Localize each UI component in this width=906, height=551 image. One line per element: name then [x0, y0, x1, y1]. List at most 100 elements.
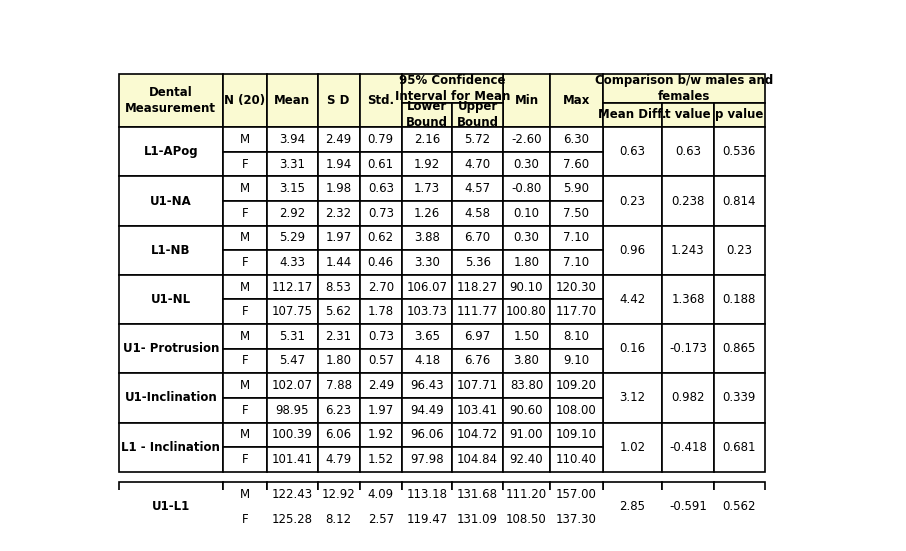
Bar: [503, 275, 550, 300]
Text: 5.72: 5.72: [465, 133, 491, 146]
Bar: [318, 447, 360, 472]
Bar: [267, 507, 318, 532]
Text: M: M: [240, 280, 250, 294]
Text: 1.97: 1.97: [368, 404, 394, 417]
Text: 1.94: 1.94: [325, 158, 352, 171]
Text: 106.07: 106.07: [407, 280, 448, 294]
Bar: [503, 74, 550, 127]
Bar: [550, 152, 602, 176]
Text: Comparison b/w males and
females: Comparison b/w males and females: [594, 74, 773, 102]
Text: 2.32: 2.32: [325, 207, 352, 220]
Bar: [503, 398, 550, 423]
Bar: [602, 373, 662, 423]
Text: 102.07: 102.07: [272, 379, 313, 392]
Text: 131.68: 131.68: [458, 488, 498, 501]
Text: F: F: [242, 207, 248, 220]
Bar: [318, 201, 360, 226]
Bar: [223, 201, 267, 226]
Text: 94.49: 94.49: [410, 404, 444, 417]
Text: 2.49: 2.49: [325, 133, 352, 146]
Bar: [223, 447, 267, 472]
Text: 2.92: 2.92: [279, 207, 305, 220]
Bar: [662, 176, 714, 226]
Bar: [267, 152, 318, 176]
Bar: [452, 482, 503, 507]
Text: 0.63: 0.63: [675, 145, 701, 158]
Text: 0.62: 0.62: [368, 231, 394, 245]
Text: 100.39: 100.39: [272, 428, 313, 441]
Bar: [402, 152, 452, 176]
Text: 0.562: 0.562: [722, 500, 756, 514]
Text: 7.50: 7.50: [564, 207, 589, 220]
Bar: [223, 507, 267, 532]
Bar: [267, 349, 318, 373]
Text: -0.418: -0.418: [669, 441, 707, 453]
Bar: [550, 127, 602, 152]
Bar: [267, 482, 318, 507]
Bar: [452, 349, 503, 373]
Bar: [223, 152, 267, 176]
Bar: [452, 152, 503, 176]
Text: 2.70: 2.70: [368, 280, 394, 294]
Text: F: F: [242, 354, 248, 368]
Bar: [602, 423, 662, 472]
Bar: [223, 482, 267, 507]
Bar: [267, 74, 318, 127]
Bar: [360, 482, 402, 507]
Text: 7.60: 7.60: [564, 158, 590, 171]
Bar: [119, 482, 223, 532]
Text: M: M: [240, 182, 250, 195]
Text: 4.58: 4.58: [465, 207, 491, 220]
Text: 97.98: 97.98: [410, 453, 444, 466]
Bar: [267, 324, 318, 349]
Bar: [452, 423, 503, 447]
Bar: [602, 176, 662, 226]
Bar: [119, 74, 223, 127]
Text: U1-NA: U1-NA: [150, 195, 192, 208]
Text: F: F: [242, 158, 248, 171]
Text: 2.16: 2.16: [414, 133, 440, 146]
Text: 122.43: 122.43: [272, 488, 313, 501]
Bar: [267, 423, 318, 447]
Text: 4.42: 4.42: [620, 293, 646, 306]
Text: 7.10: 7.10: [564, 256, 590, 269]
Bar: [550, 250, 602, 275]
Bar: [318, 423, 360, 447]
Text: 1.97: 1.97: [325, 231, 352, 245]
Bar: [318, 324, 360, 349]
Bar: [360, 127, 402, 152]
Bar: [318, 74, 360, 127]
Bar: [662, 102, 714, 127]
Bar: [402, 300, 452, 324]
Bar: [602, 127, 662, 176]
Bar: [402, 398, 452, 423]
Bar: [318, 349, 360, 373]
Text: 12.92: 12.92: [322, 488, 355, 501]
Text: 8.10: 8.10: [564, 330, 589, 343]
Text: 0.23: 0.23: [620, 195, 645, 208]
Text: 0.188: 0.188: [722, 293, 756, 306]
Text: 4.70: 4.70: [465, 158, 491, 171]
Text: 157.00: 157.00: [556, 488, 597, 501]
Text: 5.36: 5.36: [465, 256, 491, 269]
Text: 98.95: 98.95: [275, 404, 309, 417]
Text: 131.09: 131.09: [458, 513, 498, 526]
Bar: [223, 324, 267, 349]
Text: Mean: Mean: [275, 94, 311, 107]
Bar: [223, 226, 267, 250]
Text: 107.71: 107.71: [458, 379, 498, 392]
Text: 3.94: 3.94: [279, 133, 305, 146]
Text: 5.62: 5.62: [325, 305, 352, 318]
Text: Max: Max: [563, 94, 590, 107]
Bar: [267, 398, 318, 423]
Bar: [360, 349, 402, 373]
Bar: [452, 102, 503, 127]
Bar: [318, 275, 360, 300]
Bar: [503, 447, 550, 472]
Bar: [602, 324, 662, 373]
Text: 117.70: 117.70: [555, 305, 597, 318]
Bar: [550, 275, 602, 300]
Text: p value: p value: [715, 109, 764, 121]
Bar: [452, 275, 503, 300]
Bar: [223, 176, 267, 201]
